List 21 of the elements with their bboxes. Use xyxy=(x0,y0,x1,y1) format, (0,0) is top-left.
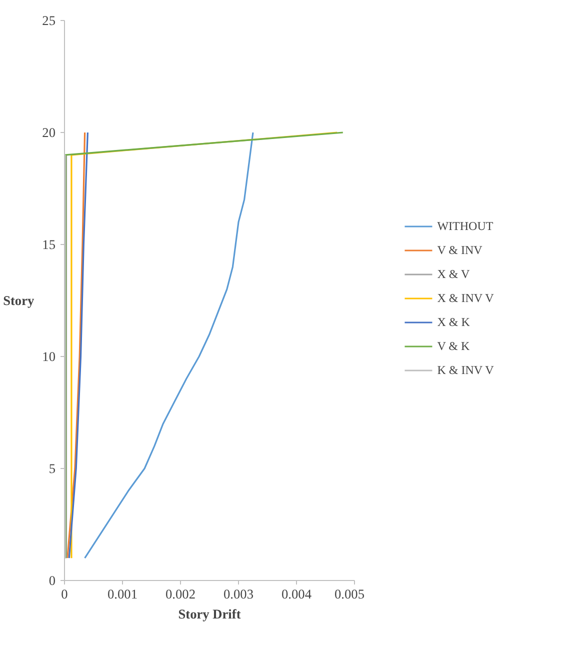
y-tick-label: 5 xyxy=(48,461,56,476)
y-tick-label: 20 xyxy=(42,125,56,140)
legend-label: V & K xyxy=(437,338,470,354)
y-tick-label: 25 xyxy=(42,13,56,28)
x-tick-label: 0.001 xyxy=(108,586,138,602)
x-axis-title: Story Drift xyxy=(178,606,242,622)
x-tick-label: 0 xyxy=(61,586,68,602)
y-tick-label: 15 xyxy=(42,237,56,252)
x-tick-label: 0.005 xyxy=(334,586,365,602)
y-tick-label: 10 xyxy=(42,349,56,364)
legend-label: WITHOUT xyxy=(437,218,494,234)
legend-label: X & K xyxy=(437,314,470,330)
x-tick-label: 0.002 xyxy=(166,586,196,602)
x-tick-label: 0.004 xyxy=(282,586,312,602)
legend-label: K & INV V xyxy=(437,362,494,378)
legend-label: X & INV V xyxy=(437,290,494,306)
y-tick-label: 0 xyxy=(48,573,56,588)
x-tick-label: 0.003 xyxy=(224,586,254,602)
legend-label: X & V xyxy=(437,266,470,282)
legend-label: V & INV xyxy=(437,242,482,258)
y-axis-title: Story xyxy=(3,293,35,308)
